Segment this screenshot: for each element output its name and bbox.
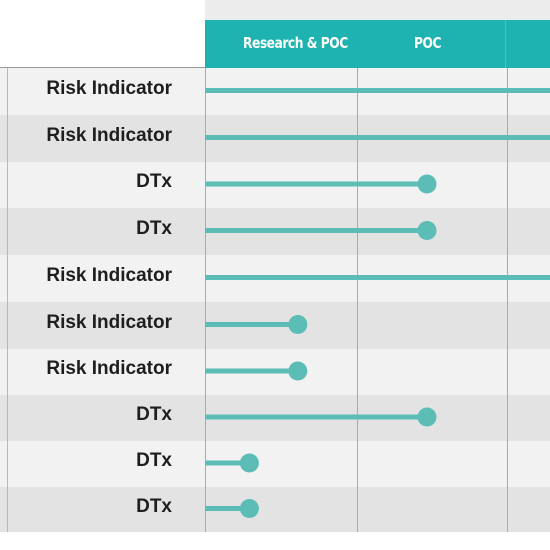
row-label: Risk Indicator	[46, 265, 172, 286]
row-left-edge	[0, 115, 8, 162]
row-label: Risk Indicator	[46, 78, 172, 99]
table-row: DTx	[0, 441, 550, 487]
table-row: Risk Indicator	[0, 302, 550, 349]
progress-bar	[205, 460, 250, 466]
row-left-edge	[0, 349, 8, 395]
progress-marker	[288, 361, 308, 381]
row-left-edge	[0, 395, 8, 441]
row-left-edge	[0, 208, 8, 255]
progress-marker	[288, 315, 308, 334]
row-label: Risk Indicator	[46, 125, 172, 146]
progress-marker	[417, 174, 437, 194]
row-left-edge	[0, 162, 8, 208]
progress-marker	[239, 499, 259, 518]
progress-marker	[239, 453, 259, 473]
table-row: DTx	[0, 487, 550, 532]
row-label: Risk Indicator	[46, 312, 172, 333]
progress-marker	[417, 221, 437, 240]
progress-bar	[205, 228, 427, 233]
stage-header	[205, 20, 550, 68]
header-baseline	[0, 67, 205, 68]
progress-bar	[205, 414, 427, 420]
row-label: DTx	[136, 404, 172, 425]
progress-bar	[205, 322, 298, 327]
row-left-edge	[0, 487, 8, 532]
row-left-edge	[0, 302, 8, 349]
progress-bar	[205, 88, 550, 93]
header-divider	[505, 20, 506, 68]
progress-bar	[205, 368, 298, 374]
progress-bar	[205, 506, 250, 511]
row-left-edge	[0, 255, 8, 302]
progress-marker	[417, 407, 437, 427]
progress-bar	[205, 135, 550, 140]
row-label: Risk Indicator	[46, 358, 172, 379]
row-label: DTx	[136, 218, 172, 239]
row-left-edge	[0, 441, 8, 487]
progress-bar	[205, 275, 550, 280]
stage-label-research-poc: Research & POC	[243, 34, 348, 52]
row-label: DTx	[136, 496, 172, 517]
header-top-strip	[205, 0, 550, 20]
stage-label-poc: POC	[414, 34, 442, 52]
row-left-edge	[0, 68, 8, 115]
row-label: DTx	[136, 450, 172, 471]
table-row: DTx	[0, 208, 550, 255]
progress-bar	[205, 181, 427, 187]
row-label: DTx	[136, 171, 172, 192]
